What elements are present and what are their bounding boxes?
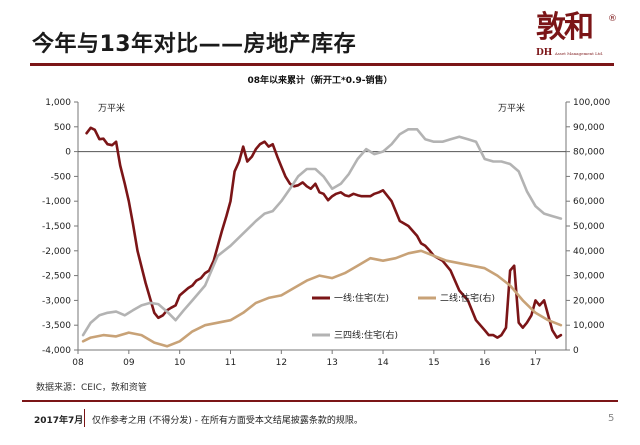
left-tick-label: -3,000 <box>42 296 71 306</box>
x-tick-label: 15 <box>428 358 439 368</box>
company-logo: 敦和 ® DH Asset Management Ltd. <box>528 2 624 60</box>
left-tick-label: 0 <box>65 148 71 158</box>
footer-divider <box>84 409 85 427</box>
x-tick-label: 13 <box>326 358 337 368</box>
left-tick-label: 1,000 <box>45 98 71 108</box>
left-tick-label: -3,500 <box>42 321 71 331</box>
left-tick-label: -4,000 <box>42 346 71 356</box>
chart-legend: 一线:住宅(左) 二线:住宅(右) 三四线:住宅(右) <box>312 292 495 341</box>
chart-title: 08年以来累计（新开工*0.9-销售） <box>248 74 393 86</box>
line-chart: 08年以来累计（新开工*0.9-销售） -4,000 -3,500 -3,000 -2,… <box>42 74 611 368</box>
left-tick-label: -2,500 <box>42 272 71 282</box>
series-line-3 <box>81 127 563 337</box>
left-tick-label: 500 <box>54 123 71 133</box>
right-tick-label: 10,000 <box>573 321 605 331</box>
registered-mark: ® <box>608 14 617 24</box>
right-tick-label: 30,000 <box>573 272 605 282</box>
left-tick-label: -2,000 <box>42 247 71 257</box>
x-tick-label: 12 <box>276 358 287 368</box>
logo-name: Asset Management Ltd. <box>554 51 604 56</box>
chart-series-layer <box>81 126 563 348</box>
x-tick-label: 09 <box>123 358 135 368</box>
series-line-2 <box>81 249 563 348</box>
right-tick-label: 40,000 <box>573 247 605 257</box>
right-tick-label: 0 <box>573 346 579 356</box>
logo-mark: 敦和 <box>536 10 594 45</box>
left-unit-label: 万平米 <box>98 102 125 114</box>
right-tick-label: 100,000 <box>573 98 610 108</box>
legend-label-3: 三四线:住宅(右) <box>334 329 398 341</box>
footer-date: 2017年7月 <box>34 416 84 426</box>
x-tick-label: 10 <box>174 358 186 368</box>
slide-title: 今年与13年对比——房地产库存 <box>32 32 357 57</box>
title-rule <box>30 63 614 66</box>
right-tick-label: 80,000 <box>573 148 605 158</box>
x-tick-label: 17 <box>530 358 541 368</box>
logo-initials: DH <box>536 48 553 58</box>
page-number: 5 <box>608 413 615 424</box>
logo-english-name: DH Asset Management Ltd. <box>536 48 626 58</box>
right-unit-label: 万平米 <box>498 102 525 114</box>
right-tick-label: 60,000 <box>573 197 605 207</box>
x-tick-label: 14 <box>377 358 389 368</box>
right-tick-label: 20,000 <box>573 296 605 306</box>
footer-rule <box>22 400 618 402</box>
series-line-1 <box>85 126 563 339</box>
left-tick-label: -500 <box>51 172 72 182</box>
right-tick-label: 90,000 <box>573 123 605 133</box>
x-tick-label: 08 <box>72 358 84 368</box>
right-tick-label: 50,000 <box>573 222 605 232</box>
legend-label-2: 二线:住宅(右) <box>440 292 495 304</box>
chart-axes-layer: 08年以来累计（新开工*0.9-销售） -4,000 -3,500 -3,000 -2,… <box>42 74 611 368</box>
x-tick-label: 11 <box>225 358 236 368</box>
x-tick-label: 16 <box>479 358 491 368</box>
right-tick-label: 70,000 <box>573 172 605 182</box>
left-tick-label: -1,500 <box>42 222 71 232</box>
left-tick-label: -1,000 <box>42 197 71 207</box>
disclaimer-text: 仅作参考之用 (不得分发) - 在所有方面受本文结尾披露条款的规限。 <box>92 416 363 426</box>
chart-container: 08年以来累计（新开工*0.9-销售） -4,000 -3,500 -3,000 -2,… <box>0 70 640 370</box>
data-source-note: 数据来源：CEIC，敦和资管 <box>36 383 147 393</box>
legend-label-1: 一线:住宅(左) <box>334 292 389 304</box>
